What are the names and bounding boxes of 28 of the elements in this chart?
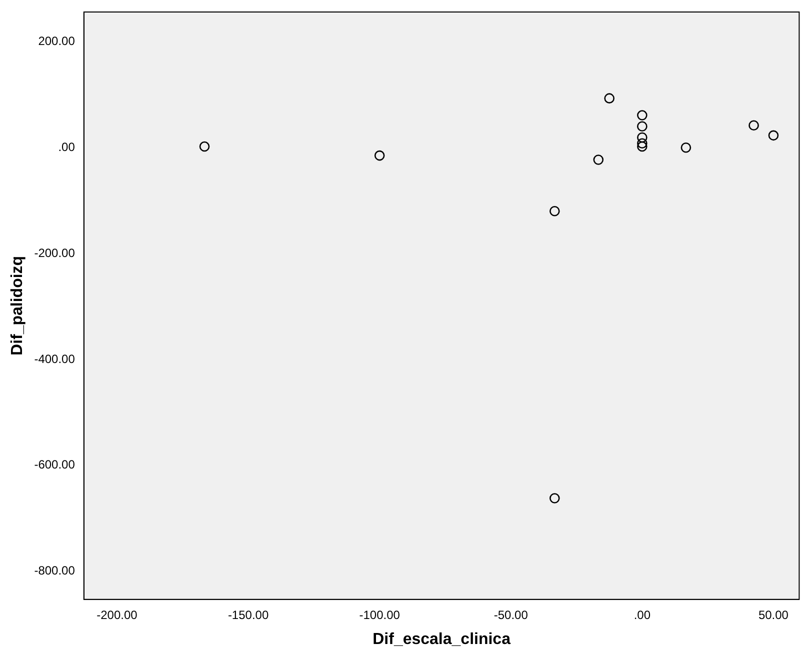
point <box>550 206 560 216</box>
point <box>593 154 604 165</box>
point <box>637 141 648 152</box>
y-tick-label: .00 <box>58 140 76 154</box>
y-tick-label: -800.00 <box>34 564 76 578</box>
point <box>680 142 692 153</box>
point <box>768 130 779 141</box>
y-axis-title: Dif_palidoizq <box>9 256 26 356</box>
point <box>199 141 210 152</box>
point <box>637 132 648 143</box>
point <box>748 120 759 130</box>
point <box>550 493 560 504</box>
x-tick-label: .00 <box>634 608 651 622</box>
point <box>637 121 648 132</box>
x-tick-label: 50.00 <box>758 608 789 622</box>
y-tick-label: 200.00 <box>38 34 76 48</box>
x-tick-label: -200.00 <box>96 608 138 622</box>
point <box>637 110 648 120</box>
point <box>604 93 614 104</box>
point <box>374 150 385 161</box>
x-tick-label: -150.00 <box>228 608 269 622</box>
x-axis-title: Dif_escala_clinica <box>372 630 511 648</box>
point <box>637 138 648 149</box>
y-tick-label: -600.00 <box>34 458 76 472</box>
x-tick-label: -100.00 <box>359 608 400 622</box>
x-tick-label: -50.00 <box>494 608 528 622</box>
y-tick-label: -200.00 <box>34 246 76 260</box>
y-tick-label: -400.00 <box>34 352 76 366</box>
